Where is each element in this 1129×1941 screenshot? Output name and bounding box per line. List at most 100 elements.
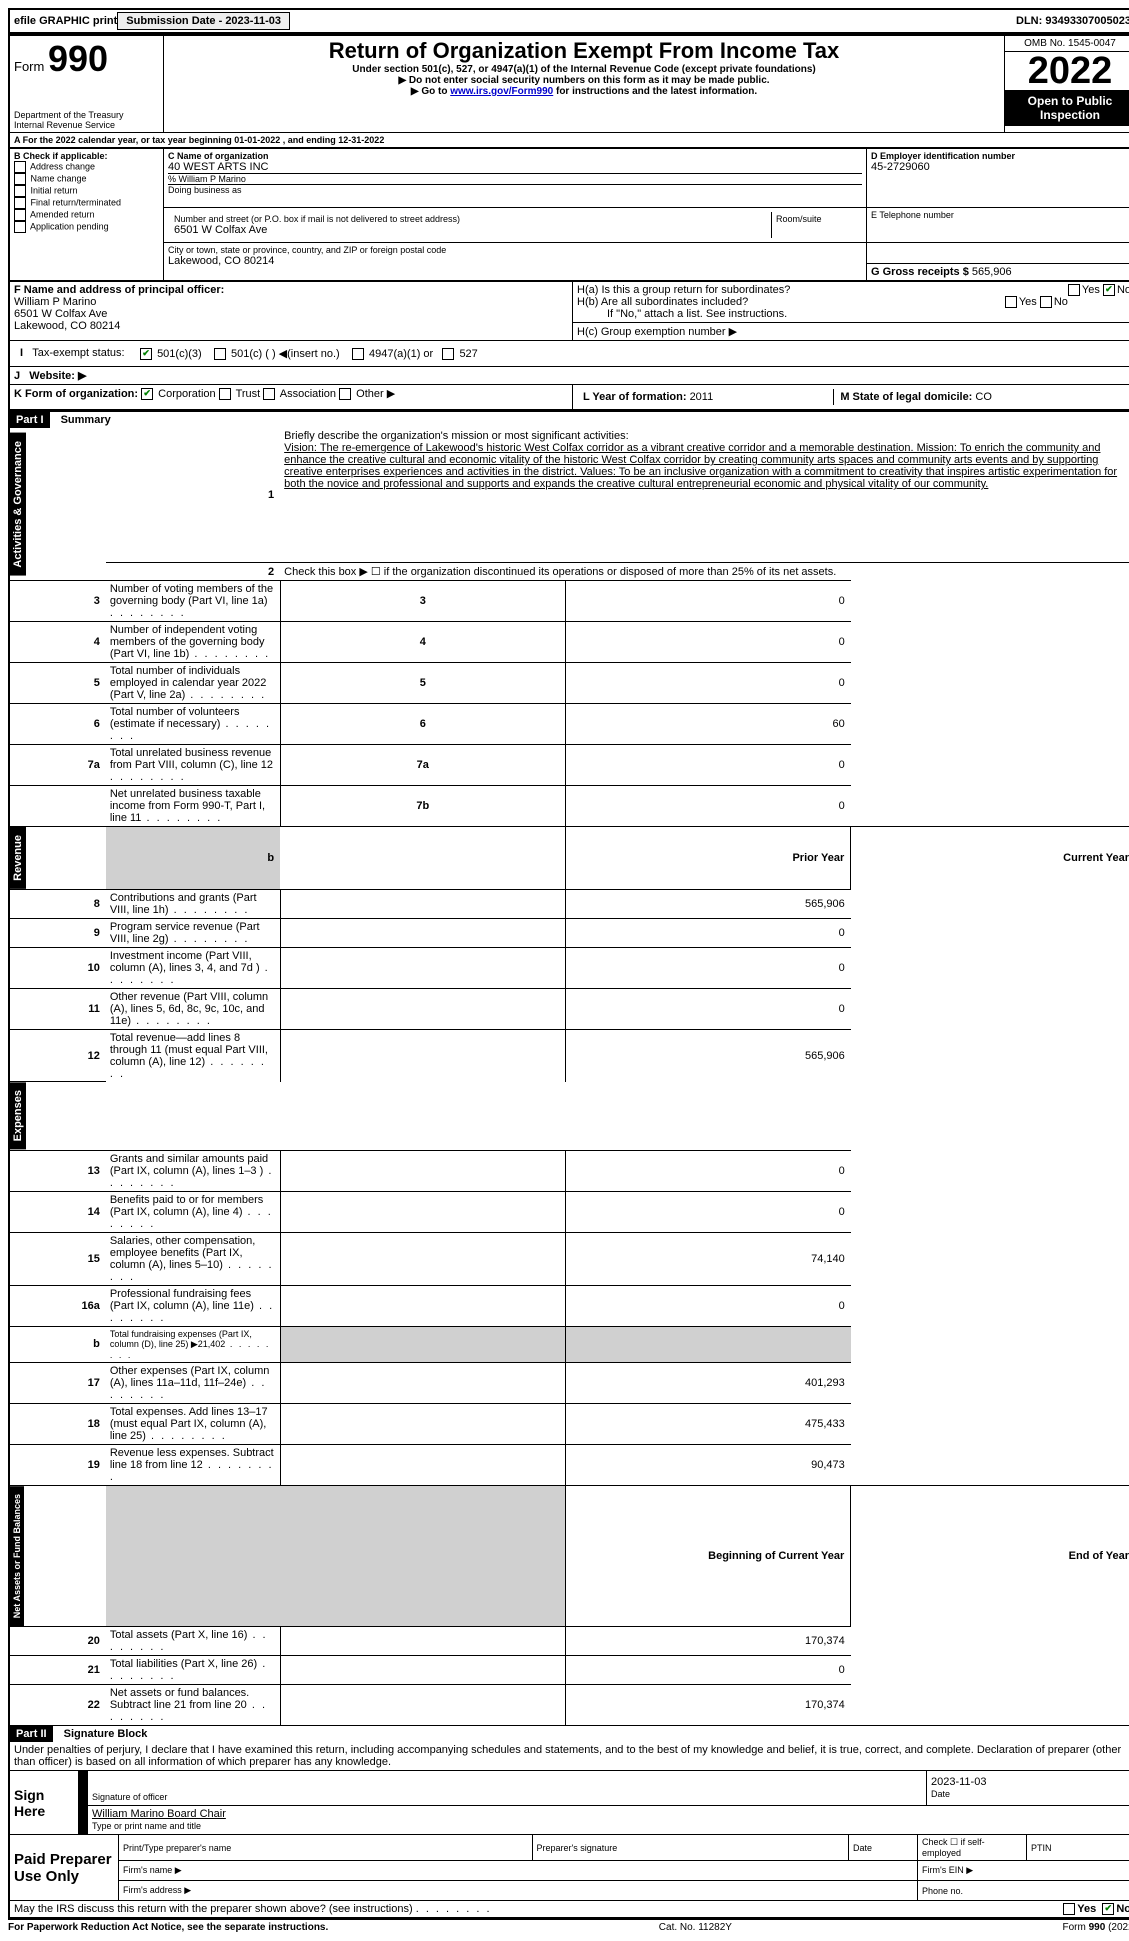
gov-side-label: Activities & Governance (10, 433, 26, 576)
officer-h-table: F Name and address of principal officer:… (8, 282, 1129, 411)
pra-notice: For Paperwork Reduction Act Notice, see … (8, 1922, 328, 1933)
tax-exempt-label: Tax-exempt status: (32, 347, 124, 359)
b-option-label: Application pending (30, 221, 109, 231)
g-gross-value: 565,906 (972, 266, 1012, 278)
discuss-no-checkbox[interactable] (1102, 1903, 1114, 1915)
line1-text: Vision: The re-emergence of Lakewood's h… (284, 442, 1117, 490)
current-value: 0 (565, 947, 850, 988)
form-subtitle3: ▶ Go to www.irs.gov/Form990 for instruct… (168, 86, 1000, 97)
prior-value (280, 889, 565, 918)
form-header-table: Form 990 Department of the Treasury Inte… (8, 34, 1129, 149)
yes-label2: Yes (1019, 296, 1037, 308)
prior-value (280, 947, 565, 988)
hb-no-checkbox[interactable] (1040, 296, 1052, 308)
k-trust-checkbox[interactable] (219, 388, 231, 400)
current-value: 565,906 (565, 1029, 850, 1082)
current-value: 475,433 (565, 1403, 850, 1444)
prep-name-label: Print/Type preparer's name (119, 1835, 533, 1861)
current-year-header: Current Year (851, 827, 1129, 890)
irs-form990-link[interactable]: www.irs.gov/Form990 (450, 86, 553, 97)
g-gross-label: G Gross receipts $ (871, 266, 969, 278)
goto-suffix: for instructions and the latest informat… (553, 86, 757, 97)
prior-value (280, 1403, 565, 1444)
l-year-value: 2011 (690, 391, 714, 403)
k-corp-checkbox[interactable] (141, 388, 153, 400)
exp-side-label: Expenses (10, 1082, 26, 1149)
gov-row-text: Number of voting members of the governin… (110, 583, 273, 607)
discuss-yes-checkbox[interactable] (1063, 1903, 1075, 1915)
527-checkbox[interactable] (442, 348, 454, 360)
c-name-label: C Name of organization (168, 151, 269, 161)
f-officer-label: F Name and address of principal officer: (14, 284, 224, 296)
no-label: No (1117, 284, 1129, 296)
row-text: Total assets (Part X, line 16) (110, 1629, 248, 1641)
b-check-label: B Check if applicable: (14, 151, 108, 161)
gov-row-value: 0 (565, 786, 850, 827)
care-of: % William P Marino (168, 173, 862, 184)
current-value: 0 (565, 1656, 850, 1685)
hc-label: H(c) Group exemption number ▶ (573, 323, 1129, 341)
line1-label: Briefly describe the organization's miss… (284, 430, 628, 442)
cat-number: Cat. No. 11282Y (659, 1922, 732, 1933)
b-option-checkbox[interactable] (14, 173, 26, 185)
prep-check-label: Check ☐ if self-employed (918, 1835, 1027, 1861)
phone-label: Phone no. (918, 1881, 1129, 1901)
d-ein-label: D Employer identification number (871, 151, 1015, 161)
officer-addr2: Lakewood, CO 80214 (14, 320, 120, 332)
begin-year-header: Beginning of Current Year (565, 1485, 850, 1626)
prior-value (280, 1150, 565, 1191)
sig-date-label: Date (931, 1789, 950, 1799)
k-assoc-checkbox[interactable] (263, 388, 275, 400)
k-other: Other ▶ (356, 388, 395, 400)
b-option-checkbox[interactable] (14, 161, 26, 173)
501c-checkbox[interactable] (214, 348, 226, 360)
part2-title: Signature Block (56, 1728, 148, 1740)
row-text: Benefits paid to or for members (Part IX… (110, 1194, 263, 1218)
hb-yes-checkbox[interactable] (1005, 296, 1017, 308)
end-year-header: End of Year (851, 1485, 1129, 1626)
b-option-checkbox[interactable] (14, 185, 26, 197)
4947-checkbox[interactable] (352, 348, 364, 360)
gov-row-value: 0 (565, 745, 850, 786)
current-value: 90,473 (565, 1444, 850, 1485)
k-other-checkbox[interactable] (339, 388, 351, 400)
ha-yes-checkbox[interactable] (1068, 284, 1080, 296)
current-value: 170,374 (565, 1627, 850, 1656)
gov-row-value: 0 (565, 622, 850, 663)
rev-side-label: Revenue (10, 827, 26, 889)
prior-value (280, 1444, 565, 1485)
form-number-block: Form 990 (14, 38, 159, 80)
k-form-label: K Form of organization: (14, 388, 138, 400)
efile-label: efile GRAPHIC print (14, 15, 117, 27)
prior-value (280, 1191, 565, 1232)
officer-addr1: 6501 W Colfax Ave (14, 308, 107, 320)
prior-value (280, 918, 565, 947)
501c3-checkbox[interactable] (140, 348, 152, 360)
sig-officer-label: Signature of officer (92, 1792, 167, 1802)
b-option-label: Initial return (31, 185, 78, 195)
current-value: 170,374 (565, 1685, 850, 1726)
current-value: 401,293 (565, 1362, 850, 1403)
row-text: Total liabilities (Part X, line 26) (110, 1658, 257, 1670)
form-subtitle2: ▶ Do not enter social security numbers o… (168, 75, 1000, 86)
form-footer: Form 990 (2022) (1063, 1922, 1129, 1933)
footer: For Paperwork Reduction Act Notice, see … (8, 1919, 1129, 1933)
b-option-checkbox[interactable] (14, 209, 26, 221)
entity-table: B Check if applicable: Address change Na… (8, 149, 1129, 282)
prep-sig-label: Preparer's signature (532, 1835, 849, 1861)
paid-preparer-label: Paid Preparer Use Only (14, 1851, 112, 1885)
officer-name: William P Marino (14, 296, 96, 308)
firm-ein-label: Firm's EIN ▶ (918, 1861, 1129, 1881)
ptin-label: PTIN (1027, 1835, 1129, 1861)
no-label2: No (1054, 296, 1068, 308)
submission-date-button[interactable]: Submission Date - 2023-11-03 (117, 12, 290, 30)
row-text: Investment income (Part VIII, column (A)… (110, 950, 260, 974)
prior-value (280, 1285, 565, 1326)
ha-no-checkbox[interactable] (1103, 284, 1115, 296)
current-value: 565,906 (565, 889, 850, 918)
current-value: 0 (565, 1150, 850, 1191)
current-value: 0 (565, 918, 850, 947)
declaration-text: Under penalties of perjury, I declare th… (10, 1742, 1129, 1771)
b-option-checkbox[interactable] (14, 197, 26, 209)
b-option-checkbox[interactable] (14, 221, 26, 233)
